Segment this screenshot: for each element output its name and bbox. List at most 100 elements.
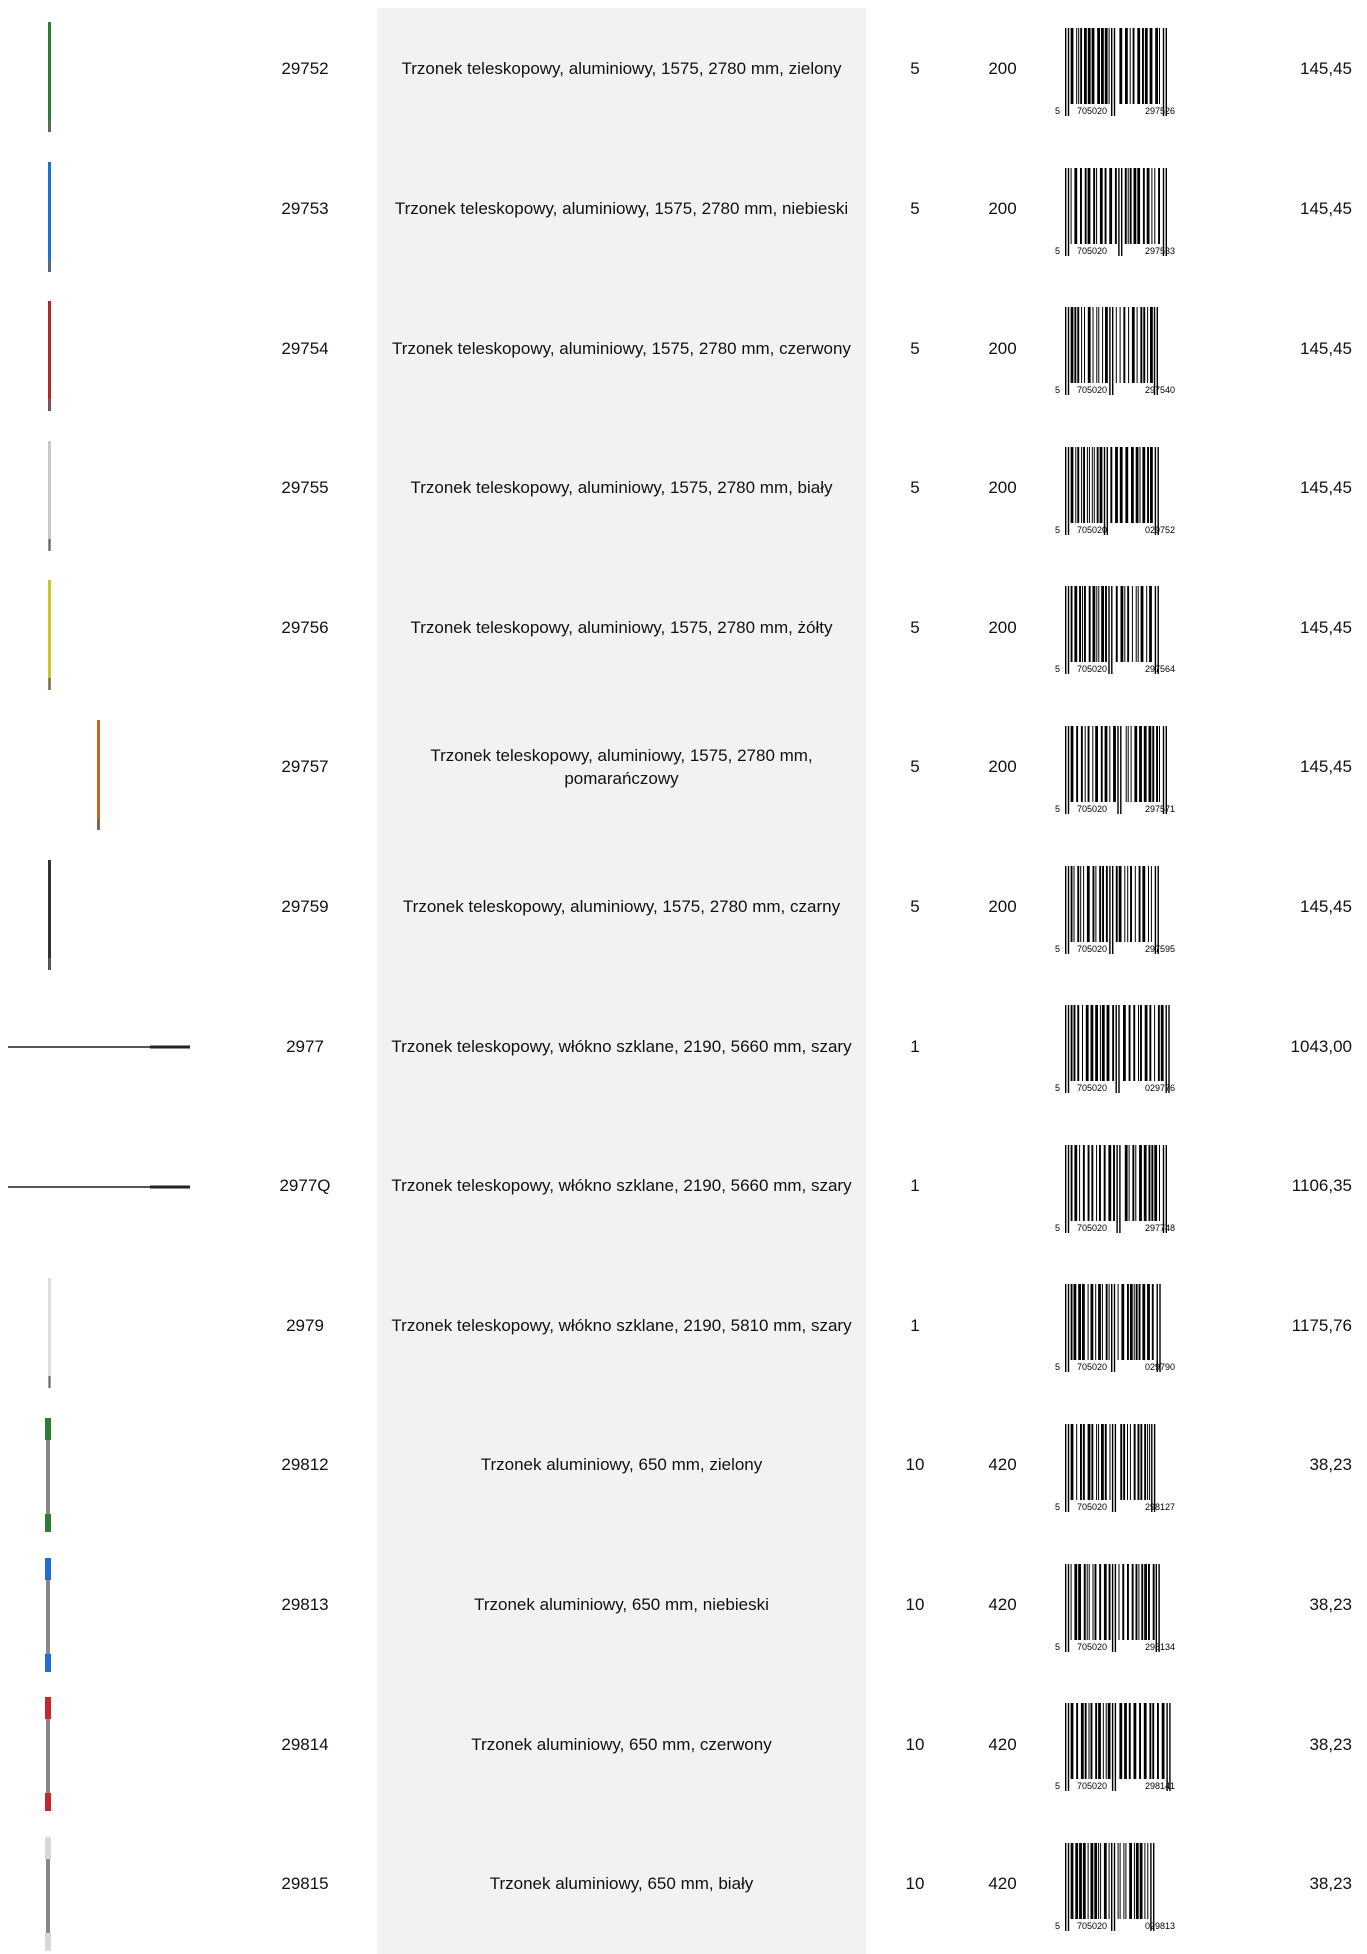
barcode: 5 705020 298141	[1055, 1703, 1175, 1792]
barcode-bar	[1067, 726, 1070, 814]
barcode-bar	[1150, 865, 1152, 942]
product-row: 29759 Trzonek teleskopowy, aluminiowy, 15…	[0, 838, 1367, 977]
product-row: 29757 Trzonek teleskopowy, aluminiowy, 15…	[0, 698, 1367, 837]
barcode-bar	[1140, 1005, 1142, 1082]
barcode-bar	[1135, 1144, 1137, 1221]
description-text: Trzonek teleskopowy, aluminiowy, 1575, 2…	[430, 746, 813, 788]
barcode-bar	[1070, 167, 1072, 244]
barcode: 5 705020 029752	[1055, 446, 1175, 535]
price: 1106,35	[1291, 1176, 1352, 1196]
barcode-bar	[1159, 1144, 1160, 1221]
barcode-bar	[1130, 865, 1132, 942]
barcode-bar	[1147, 1284, 1150, 1361]
barcode-bar	[1076, 726, 1079, 802]
barcode-bar	[1076, 28, 1078, 104]
barcode-bar	[1113, 1144, 1115, 1221]
barcode-bar	[1067, 1424, 1070, 1512]
barcode-bar	[1096, 167, 1098, 244]
product-row: 2977 Trzonek teleskopowy, włókno szklane,…	[0, 977, 1367, 1116]
barcode-digits: 297533	[1145, 246, 1175, 256]
barcode-bar	[1065, 1284, 1067, 1373]
barcode-bar	[1127, 586, 1130, 663]
barcode-bar	[1098, 1284, 1101, 1361]
barcode-bar	[1073, 865, 1075, 942]
barcode-bar	[1082, 1005, 1083, 1082]
barcode-bar	[1115, 1005, 1117, 1094]
barcode-bar	[1147, 1842, 1149, 1919]
barcode-bar	[1154, 1144, 1158, 1221]
barcode-bar	[1127, 167, 1129, 244]
barcode-bar	[1111, 28, 1113, 116]
barcode-bar	[1070, 726, 1074, 802]
price: 145,45	[1300, 199, 1352, 219]
barcode-digit: 5	[1055, 1921, 1060, 1931]
barcode-bar	[1125, 446, 1129, 523]
product-code: 29812	[281, 1455, 329, 1475]
pallet-quantity	[965, 1256, 1040, 1395]
barcode-bar	[1111, 1284, 1113, 1373]
quantity: 1	[910, 1315, 920, 1335]
barcode-bar	[1146, 167, 1150, 244]
barcode-bar	[1065, 865, 1067, 954]
barcode-bar	[1141, 1563, 1144, 1640]
description-text: Trzonek teleskopowy, aluminiowy, 1575, 2…	[401, 59, 842, 79]
barcode: 5 705020 297595	[1055, 865, 1175, 954]
pallet-quantity: 200	[988, 59, 1017, 79]
barcode-bar	[1113, 28, 1116, 116]
barcode-bar	[1142, 28, 1144, 104]
barcode-bar	[1142, 1284, 1146, 1361]
product-image	[45, 1418, 51, 1532]
barcode-bar	[1125, 1842, 1127, 1919]
quantity: 5	[910, 338, 920, 358]
barcode: 5 705020 297571	[1055, 726, 1175, 814]
barcode-bar	[1156, 726, 1158, 802]
pallet-quantity	[965, 977, 1040, 1116]
pallet-quantity: 200	[988, 478, 1017, 498]
barcode: 5 705020 297533	[1055, 167, 1175, 256]
barcode-bar	[1129, 1424, 1131, 1500]
product-description: Trzonek teleskopowy, aluminiowy, 1575, 2…	[377, 140, 866, 279]
description-text: Trzonek aluminiowy, 650 mm, czerwony	[471, 1734, 772, 1754]
product-description: Trzonek teleskopowy, włókno szklane, 219…	[377, 1256, 866, 1395]
quantity: 5	[910, 478, 920, 498]
barcode-bar	[1098, 1842, 1100, 1919]
handle-tip	[48, 538, 51, 551]
barcode-bar	[1127, 1424, 1128, 1500]
barcode-bar	[1131, 307, 1135, 384]
barcode-bar	[1147, 307, 1149, 384]
handle	[46, 1424, 50, 1529]
product-description: Trzonek teleskopowy, włókno szklane, 219…	[377, 977, 866, 1116]
barcode-bar	[1119, 307, 1121, 384]
barcode-bar	[1155, 1563, 1157, 1652]
barcode-bar	[1113, 726, 1116, 802]
barcode-bar	[1151, 167, 1153, 244]
product-row: 29814 Trzonek aluminiowy, 650 mm, czerwon…	[0, 1675, 1367, 1814]
barcode-bar	[1160, 1005, 1164, 1082]
barcode-bar	[1070, 1703, 1074, 1780]
barcode-bar	[1135, 1563, 1138, 1640]
barcode-bar	[1128, 1144, 1130, 1221]
barcode-bar	[1112, 865, 1114, 954]
barcode-bar	[1131, 1563, 1134, 1640]
barcode-bar	[1080, 167, 1082, 244]
barcode-bar	[1133, 1284, 1135, 1361]
description-text: Trzonek teleskopowy, włókno szklane, 219…	[391, 1315, 852, 1335]
barcode-bar	[1087, 1842, 1089, 1919]
barcode-bar	[1111, 1424, 1114, 1512]
barcode-bar	[1161, 1703, 1165, 1780]
barcode-bar	[1086, 1563, 1088, 1640]
barcode-bar	[1108, 1563, 1111, 1640]
handle-top	[45, 1836, 51, 1859]
quantity: 5	[910, 897, 920, 917]
pallet-quantity: 420	[988, 1874, 1017, 1894]
barcode-bar	[1120, 586, 1124, 663]
barcode-bar	[1091, 1144, 1094, 1221]
barcode-bar	[1119, 1842, 1121, 1919]
barcode-bar	[1125, 726, 1127, 802]
barcode-bar	[1065, 586, 1067, 675]
barcode-bar	[1116, 1144, 1118, 1233]
product-code: 29757	[281, 757, 329, 777]
price: 145,45	[1300, 617, 1352, 637]
product-row: 29812 Trzonek aluminiowy, 650 mm, zielony…	[0, 1396, 1367, 1535]
barcode-bar	[1129, 1284, 1133, 1361]
